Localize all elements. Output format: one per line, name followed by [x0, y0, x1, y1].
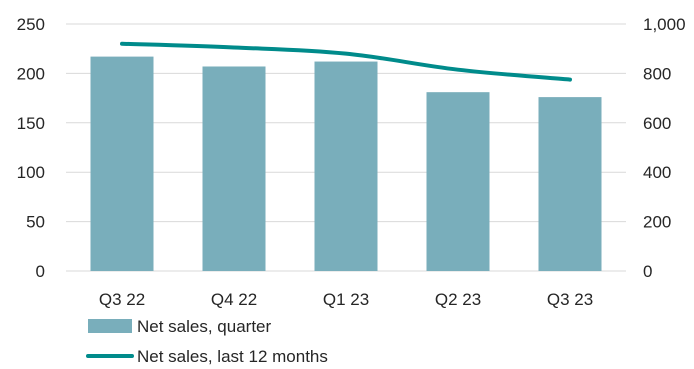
y-left-tick-label: 100: [17, 163, 45, 182]
y-right-tick-label: 1,000: [643, 15, 686, 34]
y-right-tick-label: 200: [643, 213, 671, 232]
y-right-tick-label: 0: [643, 262, 652, 281]
bar: [202, 66, 266, 271]
x-tick-label: Q2 23: [435, 290, 481, 309]
legend-swatch-bar: [88, 319, 132, 333]
y-right-tick-label: 600: [643, 114, 671, 133]
y-left-tick-label: 200: [17, 64, 45, 83]
legend-item-bar: Net sales, quarter: [88, 317, 272, 336]
y-axis-right: 0 200 400 600 800 1,000: [643, 15, 686, 281]
y-axis-left: 0 50 100 150 200 250: [17, 15, 45, 281]
y-left-tick-label: 250: [17, 15, 45, 34]
bar: [90, 56, 154, 271]
bar: [426, 92, 490, 271]
x-tick-label: Q3 22: [99, 290, 145, 309]
bar: [538, 97, 602, 271]
y-left-tick-label: 150: [17, 114, 45, 133]
legend: Net sales, quarter Net sales, last 12 mo…: [86, 317, 328, 366]
bar: [314, 61, 378, 271]
y-left-tick-label: 0: [36, 262, 45, 281]
legend-label-bar: Net sales, quarter: [137, 317, 272, 336]
y-left-tick-label: 50: [26, 213, 45, 232]
y-right-tick-label: 400: [643, 163, 671, 182]
x-tick-label: Q4 22: [211, 290, 257, 309]
legend-item-line: Net sales, last 12 months: [86, 347, 328, 366]
x-tick-label: Q1 23: [323, 290, 369, 309]
line-series: [120, 41, 572, 82]
x-axis: Q3 22 Q4 22 Q1 23 Q2 23 Q3 23: [99, 290, 593, 309]
bar-series: [90, 56, 602, 271]
legend-label-line: Net sales, last 12 months: [137, 347, 328, 366]
x-tick-label: Q3 23: [547, 290, 593, 309]
y-right-tick-label: 800: [643, 64, 671, 83]
